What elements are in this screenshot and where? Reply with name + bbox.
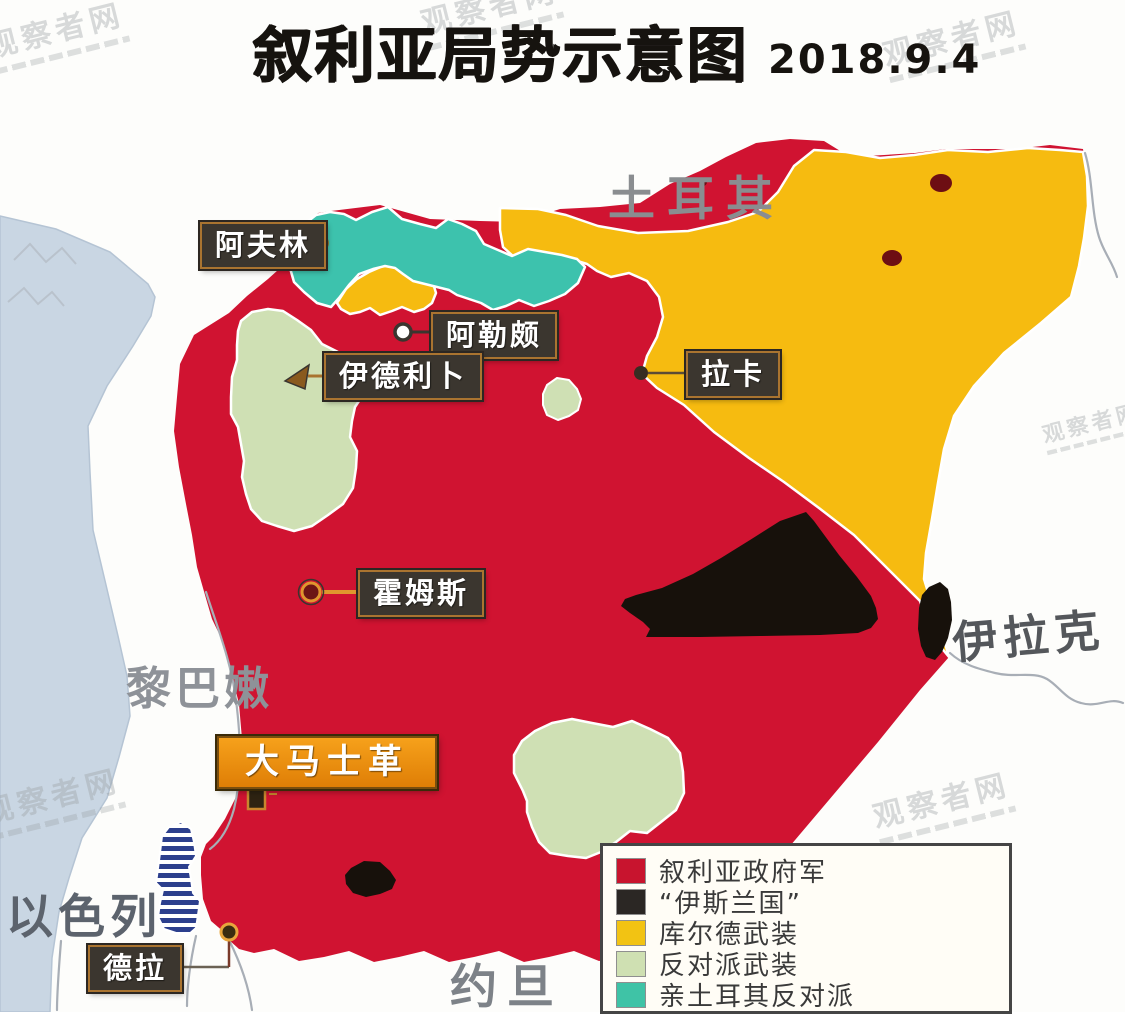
city-label-afrin: 阿夫林 — [200, 222, 327, 270]
syria-jordan-border-line — [227, 938, 254, 1012]
title-row: 叙利亚局势示意图 2018.9.4 — [252, 26, 981, 86]
city-label-damascus: 大马士革 — [217, 736, 437, 790]
legend-label-government: 叙利亚政府军 — [659, 858, 828, 888]
region-opposition-southeast — [512, 717, 686, 860]
country-label-israel: 以色列 — [6, 890, 162, 945]
iraq-border-line — [948, 651, 1125, 706]
region-opposition-patch — [542, 377, 582, 421]
legend-swatch-islamic-state — [616, 888, 646, 915]
legend-row: “伊斯兰国” — [616, 886, 1009, 919]
city-label-idlib: 伊德利卜 — [324, 353, 483, 401]
legend-label-kurdish: 库尔德武装 — [659, 920, 800, 950]
homs-marker-ring — [297, 578, 325, 606]
title-date: 2018.9.4 — [768, 37, 982, 83]
legend-swatch-pro-turkey — [616, 981, 646, 1008]
region-kurdish-forces — [498, 146, 1090, 659]
legend-label-pro-turkey: 亲土耳其反对派 — [659, 982, 856, 1012]
legend-box: 叙利亚政府军 “伊斯兰国” 库尔德武装 反对派武装 亲土耳其反对派 — [600, 843, 1012, 1014]
city-label-aleppo: 阿勒颇 — [431, 312, 558, 360]
legend-swatch-opposition — [616, 950, 646, 977]
legend-label-islamic-state: “伊斯兰国” — [659, 889, 802, 919]
region-islamic-state-border-pocket — [918, 582, 952, 660]
city-label-raqqa: 拉卡 — [686, 351, 781, 399]
raqqa-marker — [634, 366, 648, 380]
region-islamic-state-south-pocket — [345, 861, 396, 897]
mountain-sketch-lines — [7, 242, 77, 307]
maroon-spot-2 — [882, 250, 902, 266]
page-title: 叙利亚局势示意图 — [252, 21, 748, 91]
iraq-northeast-border-line — [1083, 151, 1119, 279]
region-golan-striped — [154, 820, 202, 938]
country-label-lebanon: 黎巴嫩 — [126, 662, 274, 715]
city-label-daraa: 德拉 — [88, 945, 183, 993]
israel-jordan-border-line — [185, 934, 198, 1008]
region-islamic-state — [621, 512, 878, 637]
damascus-marker — [246, 786, 267, 811]
city-label-homs: 霍姆斯 — [358, 570, 485, 618]
legend-label-opposition: 反对派武装 — [659, 951, 800, 981]
country-label-jordan: 约旦 — [450, 960, 564, 1015]
daraa-marker — [219, 922, 239, 942]
legend-row: 亲土耳其反对派 — [616, 979, 1009, 1012]
region-pro-turkey-opposition — [286, 205, 587, 312]
legend-row: 叙利亚政府军 — [616, 855, 1009, 888]
legend-swatch-government — [616, 857, 646, 884]
maroon-spot-1 — [930, 174, 952, 192]
country-label-turkey: 土耳其 — [608, 172, 785, 227]
maroon-spot-3 — [699, 178, 707, 186]
israel-coast-border-line — [55, 939, 63, 1012]
legend-row: 库尔德武装 — [616, 917, 1009, 950]
country-border-lines — [55, 151, 1125, 1012]
country-label-iraq: 伊拉克 — [950, 603, 1108, 670]
legend-row: 反对派武装 — [616, 948, 1009, 981]
legend-swatch-kurdish — [616, 919, 646, 946]
idlib-marker — [283, 363, 311, 391]
aleppo-marker — [393, 322, 413, 342]
homs-marker — [300, 581, 322, 603]
